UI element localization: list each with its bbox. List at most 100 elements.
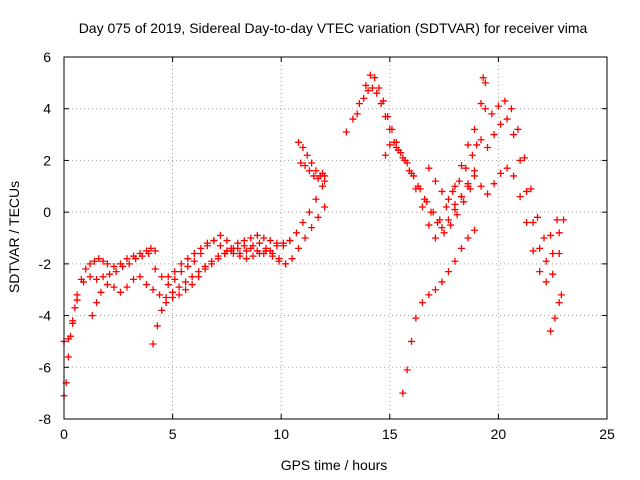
data-point [321,177,329,185]
data-point [510,172,518,180]
data-point [262,244,270,252]
data-point [149,340,157,348]
data-point [451,182,459,190]
data-point [162,299,170,307]
data-point [497,120,505,128]
data-point [90,257,98,265]
data-point [375,84,383,92]
data-point [282,260,290,268]
data-point [266,237,274,245]
data-point [453,211,461,219]
data-point [471,226,479,234]
data-point [431,177,439,185]
data-point [399,389,407,397]
series-7 [297,159,326,183]
data-point [301,234,309,242]
data-point [451,200,459,208]
data-point [116,288,124,296]
y-tick-label: 2 [43,152,51,168]
data-point [425,221,433,229]
series-11 [399,226,479,397]
data-point [249,242,257,250]
data-point [242,255,250,263]
data-point [555,250,563,258]
data-point [321,203,329,211]
data-point [353,110,361,118]
data-point [368,84,376,92]
data-point [171,268,179,276]
data-point [234,239,242,247]
data-point [223,237,231,245]
data-point [529,218,537,226]
data-point [93,299,101,307]
data-point [119,262,127,270]
data-point [210,237,218,245]
data-point [273,239,281,247]
data-point [164,281,172,289]
series-10 [381,141,479,242]
data-point [208,260,216,268]
data-point [381,151,389,159]
data-point [408,337,416,345]
data-point [145,250,153,258]
data-point [310,172,318,180]
data-point [292,229,300,237]
series-4 [164,203,329,281]
data-point [123,283,131,291]
data-point [392,144,400,151]
data-point [240,237,248,245]
data-point [299,144,307,151]
data-point [434,218,442,226]
data-point [462,164,470,172]
data-point [64,335,72,343]
data-point [440,229,448,237]
data-point [110,262,118,270]
data-point [542,278,550,286]
data-point [560,216,568,224]
x-tick-label: 25 [599,426,615,442]
grid [64,57,607,419]
data-point [484,144,492,151]
data-point [557,291,565,299]
data-point [177,268,185,276]
data-point [86,273,94,281]
data-point [297,159,305,167]
data-point [158,306,166,314]
data-point [147,244,155,252]
data-point [216,242,224,250]
data-point [507,105,515,113]
series-1 [60,247,159,345]
data-point [97,288,105,296]
data-point [93,275,101,283]
data-point [190,250,198,258]
data-point [542,257,550,265]
data-point [295,244,303,252]
series-15 [479,74,489,87]
y-tick-label: -8 [39,411,52,427]
data-point [386,125,394,133]
data-point [516,156,524,164]
data-point [305,167,313,175]
data-point [477,100,485,108]
data-point [138,252,146,260]
data-point [479,74,487,82]
data-point [549,250,557,258]
data-point [86,260,94,268]
series-0 [60,244,155,400]
data-point [503,164,511,172]
data-point [523,187,531,195]
data-point [444,216,452,224]
data-point [442,203,450,211]
data-point [421,195,429,203]
series-5 [151,231,290,289]
series-16 [547,291,565,335]
data-point [69,319,77,327]
series-14 [477,97,561,242]
data-point [425,291,433,299]
data-point [510,131,518,139]
data-point [288,255,296,263]
data-point [151,265,159,273]
data-point [106,270,114,278]
data-point [184,262,192,270]
data-point [236,250,244,258]
